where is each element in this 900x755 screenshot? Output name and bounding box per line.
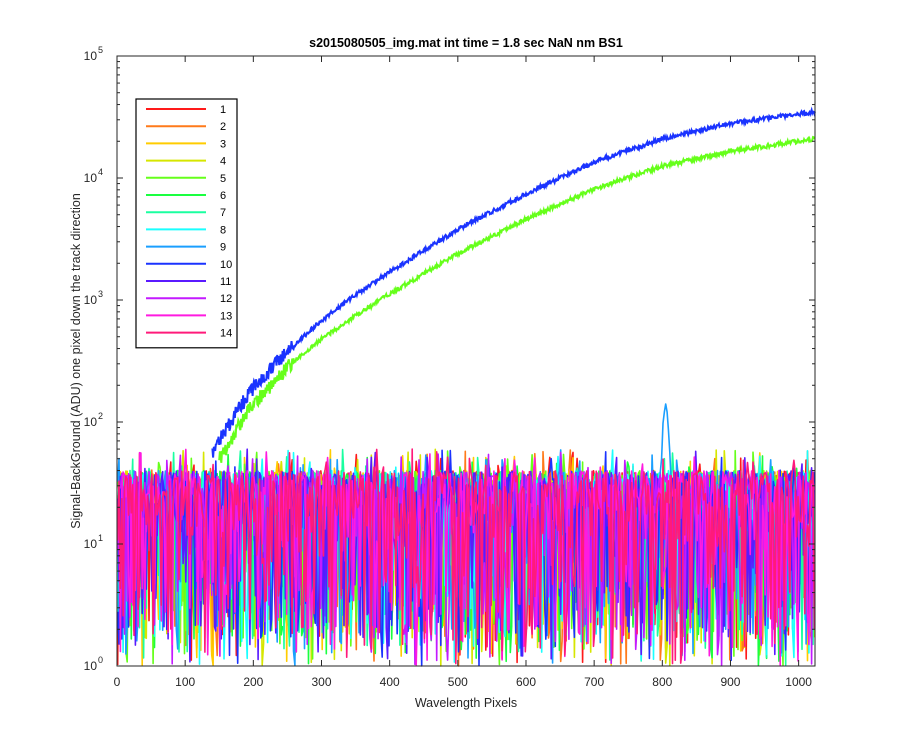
x-tick-label: 700: [584, 675, 604, 689]
legend-label-13: 13: [220, 310, 232, 322]
legend-label-3: 3: [220, 138, 226, 150]
y-tick-label: 10 1: [84, 533, 103, 551]
x-tick-label: 0: [114, 675, 121, 689]
y-tick-label-exponent: 4: [98, 167, 103, 177]
x-tick-label: 600: [516, 675, 536, 689]
legend-box: [135, 98, 238, 349]
signal-curve-series-5: [218, 135, 816, 463]
signal-layer: [211, 106, 816, 463]
legend-label-10: 10: [220, 259, 232, 271]
legend-label-12: 12: [220, 293, 232, 305]
y-tick-label-base: 10: [84, 537, 98, 551]
x-axis: 0 100 200 300 400 500 600 700 800 900 1000: [114, 56, 812, 689]
y-tick-label-base: 10: [84, 293, 98, 307]
y-tick-label: 10 2: [84, 411, 103, 429]
y-tick-label-base: 10: [84, 171, 98, 185]
chart-title: s2015080505_img.mat int time = 1.8 sec N…: [309, 36, 623, 50]
legend-label-5: 5: [220, 173, 226, 185]
legend-label-14: 14: [220, 328, 232, 340]
y-tick-label-exponent: 5: [98, 45, 103, 55]
legend-label-6: 6: [220, 190, 226, 202]
legend-label-4: 4: [220, 156, 226, 168]
x-axis-label: Wavelength Pixels: [415, 696, 517, 710]
y-tick-label-base: 10: [84, 415, 98, 429]
plot-frame: [116, 55, 816, 667]
x-tick-label: 900: [720, 675, 740, 689]
legend-label-7: 7: [220, 207, 226, 219]
legend-label-8: 8: [220, 224, 226, 236]
x-tick-label: 500: [448, 675, 468, 689]
x-tick-label: 200: [243, 675, 263, 689]
y-tick-label-base: 10: [84, 659, 98, 673]
y-tick-label-exponent: 0: [98, 655, 103, 665]
noise-layer: [116, 403, 816, 667]
y-tick-label-exponent: 1: [98, 533, 103, 543]
legend-label-1: 1: [220, 104, 226, 116]
y-axis-label: Signal-BackGround (ADU) one pixel down t…: [69, 193, 83, 529]
x-tick-label: 100: [175, 675, 195, 689]
y-tick-label: 10 0: [84, 655, 103, 673]
x-tick-label: 400: [380, 675, 400, 689]
y-tick-label-exponent: 2: [98, 411, 103, 421]
x-tick-label: 300: [311, 675, 331, 689]
y-tick-label: 10 5: [84, 45, 103, 63]
y-tick-label: 10 3: [84, 289, 103, 307]
series-14-line: [116, 448, 816, 665]
legend-label-11: 11: [220, 276, 231, 288]
y-tick-label-base: 10: [84, 49, 98, 63]
legend-label-2: 2: [220, 121, 226, 133]
y-tick-label: 10 4: [84, 167, 103, 185]
x-tick-label: 800: [652, 675, 672, 689]
legend-label-9: 9: [220, 242, 226, 254]
y-tick-label-exponent: 3: [98, 289, 103, 299]
x-tick-label: 1000: [785, 675, 812, 689]
signal-curve-series-10: [211, 106, 816, 458]
